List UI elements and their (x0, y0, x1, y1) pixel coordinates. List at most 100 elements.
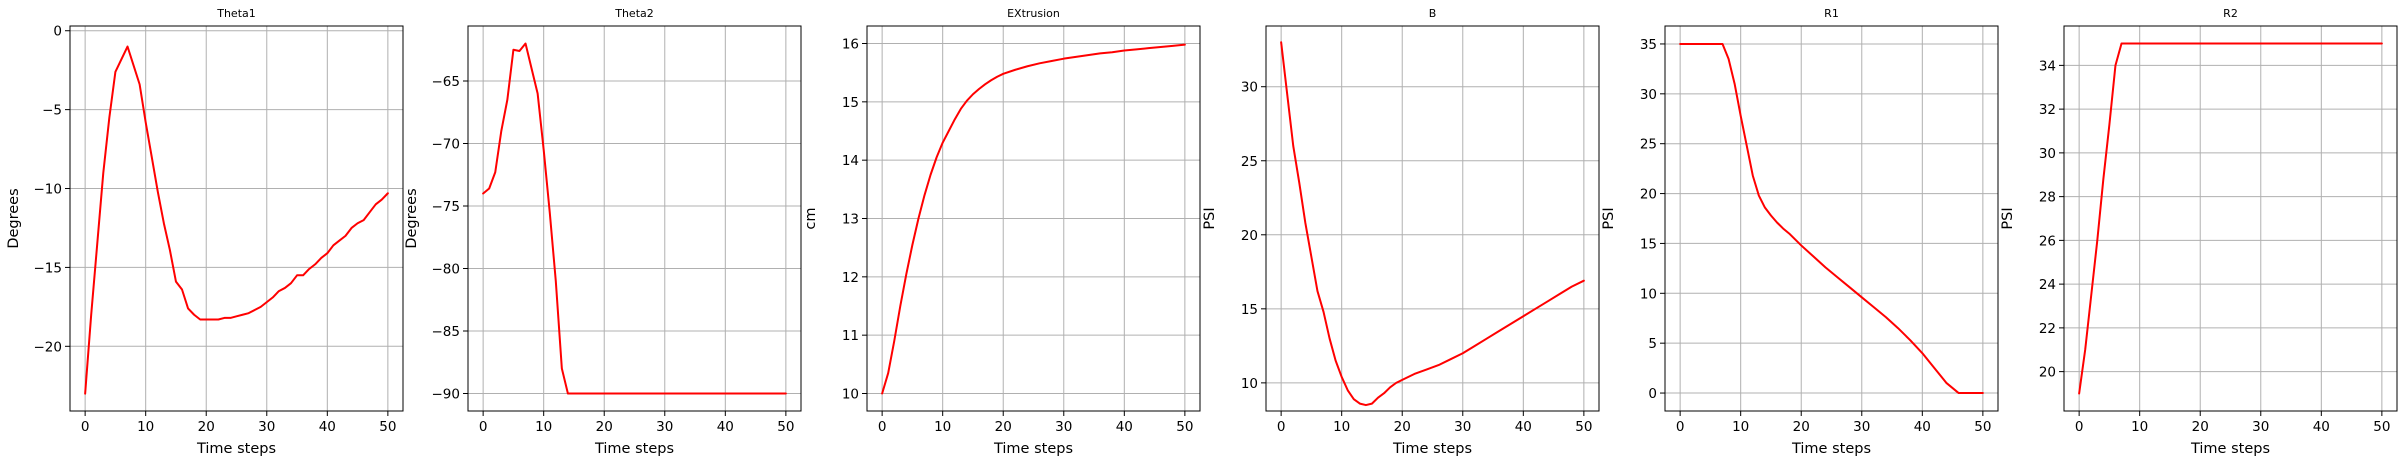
x-tick-label: 10 (934, 419, 951, 435)
x-axis-label: Time steps (196, 441, 276, 457)
y-axis-label: PSI (1202, 207, 1218, 229)
x-tick-label: 30 (656, 419, 673, 435)
x-tick-label: 0 (1676, 419, 1685, 435)
x-tick-label: 20 (2192, 419, 2209, 435)
y-tick-label: −80 (432, 262, 461, 278)
x-tick-label: 50 (1176, 419, 1193, 435)
plot-frame (2063, 25, 2398, 412)
y-tick-label: 25 (1640, 137, 1657, 153)
y-tick-label: 26 (2039, 233, 2056, 249)
x-tick-label: 40 (1116, 419, 1133, 435)
x-tick-label: 10 (1333, 419, 1350, 435)
y-tick-label: −75 (432, 199, 461, 215)
x-tick-label: 50 (1974, 419, 1991, 435)
y-axis-label: Degrees (6, 188, 22, 248)
x-tick-label: 10 (535, 419, 552, 435)
x-tick-label: 0 (2075, 419, 2084, 435)
x-tick-label: 20 (596, 419, 613, 435)
series-line (482, 42, 787, 395)
x-tick-label: 10 (137, 419, 154, 435)
chart-title: Theta1 (216, 7, 256, 20)
x-tick-label: 40 (319, 419, 336, 435)
x-tick-label: 30 (1055, 419, 1072, 435)
x-tick-label: 0 (479, 419, 488, 435)
y-tick-label: 14 (842, 153, 859, 169)
y-tick-label: −90 (432, 387, 461, 403)
y-tick-label: 16 (842, 37, 859, 53)
subplot-b: 0 10 20 30 40 50 10 15 20 25 30 B Time steps PSI (1202, 7, 1600, 457)
series-line (881, 43, 1186, 395)
x-axis-label: Time steps (594, 441, 674, 457)
series-line (1679, 42, 1984, 395)
y-tick-label: 24 (2039, 277, 2056, 293)
y-tick-label: −10 (34, 182, 63, 198)
x-axis-label: Time steps (1392, 441, 1472, 457)
y-axis-label: PSI (2000, 207, 2016, 229)
plot-frame (69, 25, 404, 412)
y-axis-label: PSI (1601, 207, 1617, 229)
chart-title: B (1429, 7, 1437, 20)
x-axis-label: Time steps (993, 441, 1073, 457)
y-tick-label: 0 (1648, 386, 1657, 402)
y-tick-label: −15 (34, 260, 63, 276)
chart-title: R2 (2223, 7, 2238, 20)
subplot-theta2: 0 10 20 30 40 50 −90 −85 −80 −75 −70 −65 Theta2 Time … (404, 7, 802, 457)
y-tick-label: 15 (842, 95, 859, 111)
y-tick-label: 28 (2039, 190, 2056, 206)
x-tick-label: 20 (1394, 419, 1411, 435)
y-tick-label: −5 (42, 103, 62, 119)
x-tick-label: 50 (379, 419, 396, 435)
series-line (2078, 42, 2383, 395)
series-line (84, 45, 389, 395)
x-axis-label: Time steps (2190, 441, 2270, 457)
y-tick-label: −70 (432, 137, 461, 153)
plot-frame (1265, 25, 1600, 412)
y-tick-label: −85 (432, 324, 461, 340)
y-tick-label: 12 (842, 270, 859, 286)
x-tick-label: 50 (2373, 419, 2390, 435)
y-tick-label: 15 (1241, 302, 1258, 318)
y-tick-label: 25 (1241, 154, 1258, 170)
y-tick-label: −65 (432, 74, 461, 90)
series-line (1280, 41, 1585, 407)
x-tick-label: 20 (198, 419, 215, 435)
x-tick-label: 40 (2313, 419, 2330, 435)
x-tick-label: 10 (2131, 419, 2148, 435)
x-tick-label: 30 (2252, 419, 2269, 435)
y-tick-label: 10 (1640, 286, 1657, 302)
y-axis-label: cm (803, 207, 819, 229)
x-tick-label: 50 (777, 419, 794, 435)
y-tick-label: −20 (34, 339, 63, 355)
x-tick-label: 20 (995, 419, 1012, 435)
y-axis-label: Degrees (404, 188, 420, 248)
x-tick-label: 0 (1277, 419, 1286, 435)
y-tick-label: 20 (2039, 365, 2056, 381)
x-tick-label: 0 (81, 419, 90, 435)
x-tick-label: 40 (717, 419, 734, 435)
subplot-theta1: 0 10 20 30 40 50 −20 −15 −10 −5 0 Theta1 Time steps D… (6, 7, 404, 457)
y-tick-label: 30 (1241, 80, 1258, 96)
chart-title: EXtrusion (1007, 7, 1060, 20)
x-tick-label: 30 (258, 419, 275, 435)
x-tick-label: 30 (1853, 419, 1870, 435)
y-tick-label: 20 (1241, 228, 1258, 244)
x-tick-label: 40 (1914, 419, 1931, 435)
y-tick-label: 10 (1241, 376, 1258, 392)
y-tick-label: 30 (1640, 87, 1657, 103)
y-tick-label: 13 (842, 212, 859, 228)
y-tick-label: 15 (1640, 236, 1657, 252)
chart-title: Theta2 (614, 7, 654, 20)
subplot-extrusion: 0 10 20 30 40 50 10 11 12 13 14 15 16 EXtrusion Time s… (803, 7, 1201, 457)
x-tick-label: 20 (1793, 419, 1810, 435)
chart-title: R1 (1824, 7, 1839, 20)
plot-frame (467, 25, 802, 412)
y-tick-label: 35 (1640, 37, 1657, 53)
x-tick-label: 10 (1732, 419, 1749, 435)
x-axis-label: Time steps (1791, 441, 1871, 457)
y-tick-label: 34 (2039, 58, 2056, 74)
y-tick-label: 22 (2039, 321, 2056, 337)
x-tick-label: 30 (1454, 419, 1471, 435)
y-tick-label: 11 (842, 328, 859, 344)
